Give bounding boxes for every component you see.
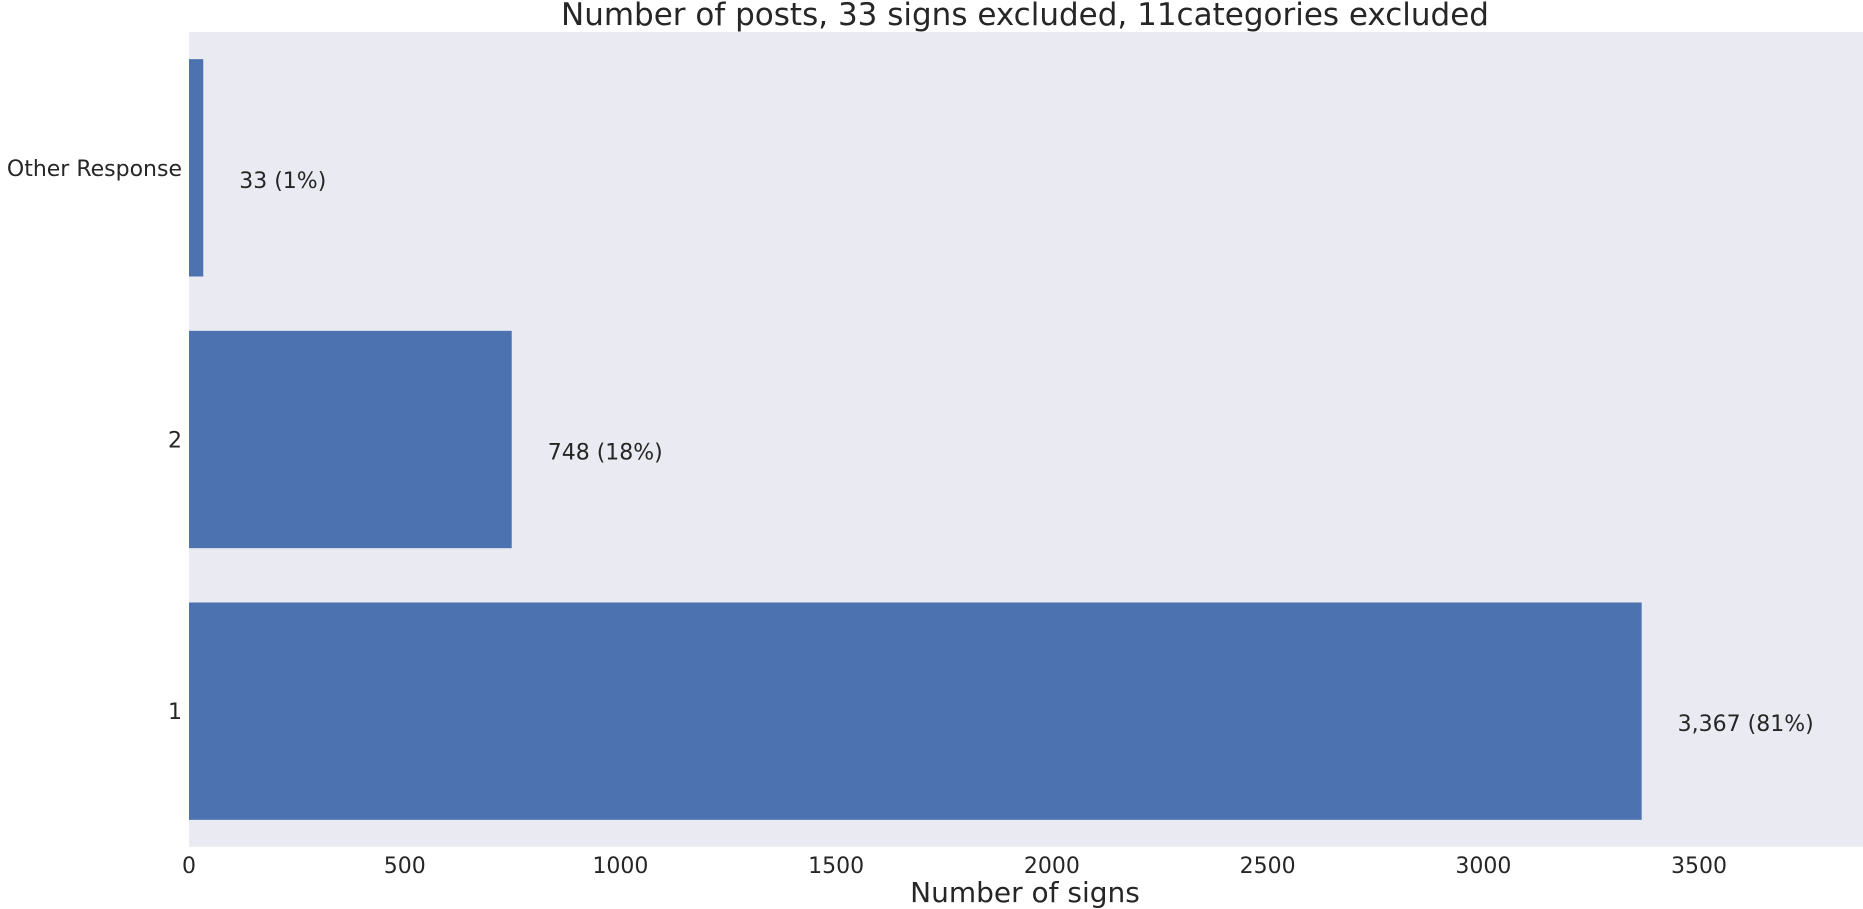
x-tick-labels-group: 0 500 1000 1500 2000 2500 3000 3500 bbox=[182, 854, 1727, 879]
x-tick-label-2500: 2500 bbox=[1240, 854, 1296, 879]
x-tick-label-1500: 1500 bbox=[808, 854, 864, 879]
x-tick-label-500: 500 bbox=[384, 854, 426, 879]
x-tick-label-2000: 2000 bbox=[1024, 854, 1080, 879]
data-label-other-response: 33 (1%) bbox=[239, 169, 326, 194]
x-tick-label-3500: 3500 bbox=[1671, 854, 1727, 879]
bar-other-response bbox=[189, 59, 204, 277]
x-tick-label-1000: 1000 bbox=[592, 854, 648, 879]
bars-group bbox=[189, 59, 1642, 820]
y-tick-label-other-response: Other Response bbox=[7, 157, 182, 182]
bar-1 bbox=[189, 602, 1642, 820]
data-label-1: 3,367 (81%) bbox=[1678, 712, 1814, 737]
bar-2 bbox=[189, 330, 512, 549]
chart-title: Number of posts, 33 signs excluded, 11ca… bbox=[561, 0, 1489, 33]
y-tick-label-2: 2 bbox=[168, 429, 182, 454]
data-label-2: 748 (18%) bbox=[548, 441, 663, 466]
x-tick-label-3000: 3000 bbox=[1455, 854, 1511, 879]
data-labels-group: 3,367 (81%) 748 (18%) 33 (1%) bbox=[239, 169, 1813, 737]
y-tick-label-1: 1 bbox=[168, 700, 182, 725]
x-tick-label-0: 0 bbox=[182, 854, 196, 879]
y-tick-labels-group: 1 2 Other Response bbox=[7, 157, 182, 725]
x-axis-label: Number of signs bbox=[910, 876, 1140, 909]
